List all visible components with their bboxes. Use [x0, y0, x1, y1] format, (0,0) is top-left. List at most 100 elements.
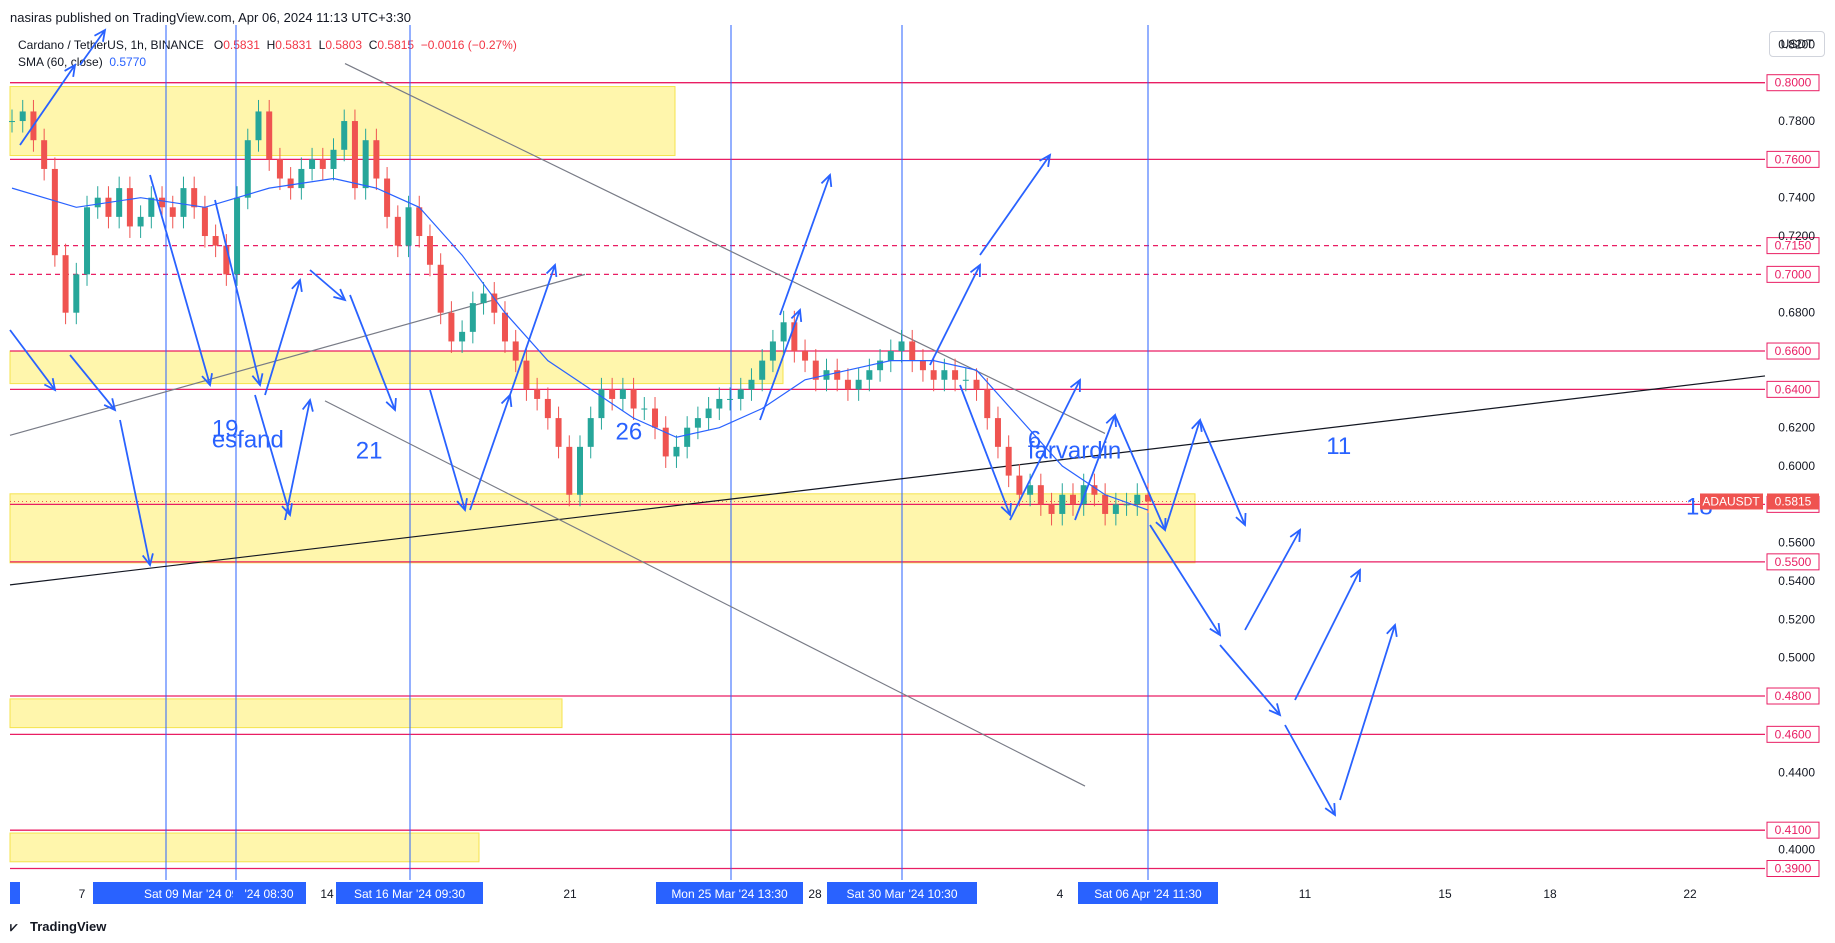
candle-body-36 [394, 216, 401, 246]
y-tick-0.6200: 0.6200 [1778, 421, 1815, 435]
candle-body-34 [373, 140, 380, 179]
projection-arrow-22 [1199, 419, 1246, 526]
annotation-26: 26 [615, 419, 642, 446]
arrowhead-12 [545, 263, 558, 278]
candle-body-18 [201, 207, 208, 237]
candle-body-105 [1134, 494, 1141, 505]
candle-body-60 [652, 408, 659, 428]
projection-arrow-24 [1294, 569, 1361, 701]
start-marker-badge [10, 882, 20, 904]
arrowhead-30 [94, 28, 107, 42]
level-badge-0.4800 [1766, 687, 1820, 705]
y-tick-0.5600: 0.5600 [1778, 536, 1815, 550]
candle-body-91 [984, 389, 991, 419]
arrowhead-9 [385, 397, 397, 412]
candle-body-43 [469, 303, 476, 332]
arrowhead-28 [1386, 623, 1398, 638]
level-badge-0.6600 [1766, 342, 1820, 360]
candle-body-69 [748, 379, 755, 390]
candle-body-104 [1123, 504, 1130, 506]
projection-arrow-8 [284, 399, 311, 521]
projection-arrow-17 [959, 384, 1011, 516]
level-badge-0.8000 [1766, 74, 1820, 92]
projection-arrow-10 [429, 389, 466, 511]
candle-body-45 [491, 293, 498, 313]
level-label-0.4800: 0.4800 [1775, 689, 1812, 703]
y-tick-0.6800: 0.6800 [1778, 306, 1815, 320]
y-tick-0.5000: 0.5000 [1778, 651, 1815, 665]
projection-arrow-3 [149, 174, 211, 386]
levels-layer [10, 82, 1765, 870]
projection-arrow-12 [509, 264, 556, 396]
zone-1 [9, 350, 784, 385]
x-tick-18: 18 [1543, 887, 1557, 901]
arrowhead-13 [790, 308, 803, 323]
x-tick-14: 14 [320, 887, 334, 901]
candle-body-94 [1016, 475, 1023, 495]
candle-body-72 [780, 322, 787, 342]
candle-body-82 [887, 351, 894, 361]
close-label: C [368, 38, 378, 52]
candle-body-30 [330, 149, 337, 169]
projection-arrow-13 [759, 309, 801, 421]
time-marker-5: Sat 06 Apr '24 11:30 [1094, 887, 1202, 901]
level-badge-0.7150 [1766, 237, 1820, 255]
time-marker-3: Mon 25 Mar '24 13:30 [671, 887, 788, 901]
time-marker-2: Sat 16 Mar '24 09:30 [354, 887, 465, 901]
level-label-0.7000: 0.7000 [1775, 267, 1812, 281]
candle-body-9 [105, 197, 112, 217]
brand-label: TradingView [30, 919, 107, 934]
channel-trendline-upper [9, 273, 586, 436]
last-price-value-badge [1767, 493, 1819, 510]
close-value: 0.5815 [377, 38, 415, 52]
candle-body-102 [1102, 494, 1109, 514]
candle-body-40 [437, 264, 444, 313]
candle-body-64 [694, 418, 701, 428]
candle-body-70 [759, 360, 766, 380]
projection-arrow-29 [19, 64, 76, 146]
currency-button[interactable]: USDT [1769, 31, 1825, 57]
x-tick-11: 11 [1299, 887, 1312, 901]
candle-body-52 [566, 446, 573, 495]
level-label-0.5500: 0.5500 [1775, 555, 1812, 569]
high-label: H [266, 38, 276, 52]
candle-body-39 [426, 236, 433, 265]
level-badge-0.7000 [1766, 265, 1820, 283]
candle-body-12 [137, 216, 144, 227]
candle-body-16 [180, 188, 187, 217]
level-label-0.6400: 0.6400 [1775, 382, 1812, 396]
level-badge-0.4100 [1766, 821, 1820, 839]
candle-body-19 [212, 236, 219, 246]
projection-arrow-30 [79, 29, 106, 66]
arrowhead-8 [301, 397, 314, 412]
candle-body-53 [577, 446, 583, 495]
candle-body-42 [459, 331, 466, 342]
candle-body-28 [309, 159, 316, 169]
y-tick-0.5400: 0.5400 [1778, 574, 1815, 588]
arrowhead-4 [251, 373, 264, 388]
candle-body-23 [255, 111, 262, 141]
descending-channel-lower [324, 400, 1086, 787]
x-tick-15: 15 [1438, 887, 1452, 901]
projection-arrow-26 [1219, 644, 1281, 716]
candle-body-7 [84, 207, 91, 275]
candle-body-31 [341, 121, 348, 150]
projection-arrow-25 [1149, 524, 1221, 636]
x-tick-4: 4 [1057, 887, 1064, 901]
arrowhead-0 [43, 378, 57, 392]
candle-body-106 [1145, 494, 1151, 502]
arrowhead-15 [969, 263, 981, 278]
arrowhead-2 [141, 553, 154, 568]
annotation-11: 11 [1326, 433, 1351, 460]
annotation-esfand: esfand [212, 426, 284, 453]
y-tick-0.4400: 0.4400 [1778, 766, 1815, 780]
candle-body-17 [191, 188, 198, 208]
projection-arrow-28 [1339, 624, 1396, 801]
y-axis: 0.8000 0.7600 0.7150 0.7000 0.6600 0.6400 0.58… [1700, 37, 1820, 878]
candle-body-46 [501, 312, 508, 342]
projection-arrow-23 [1244, 529, 1301, 631]
level-badge-0.5500 [1766, 553, 1820, 571]
candle-body-96 [1037, 485, 1044, 505]
